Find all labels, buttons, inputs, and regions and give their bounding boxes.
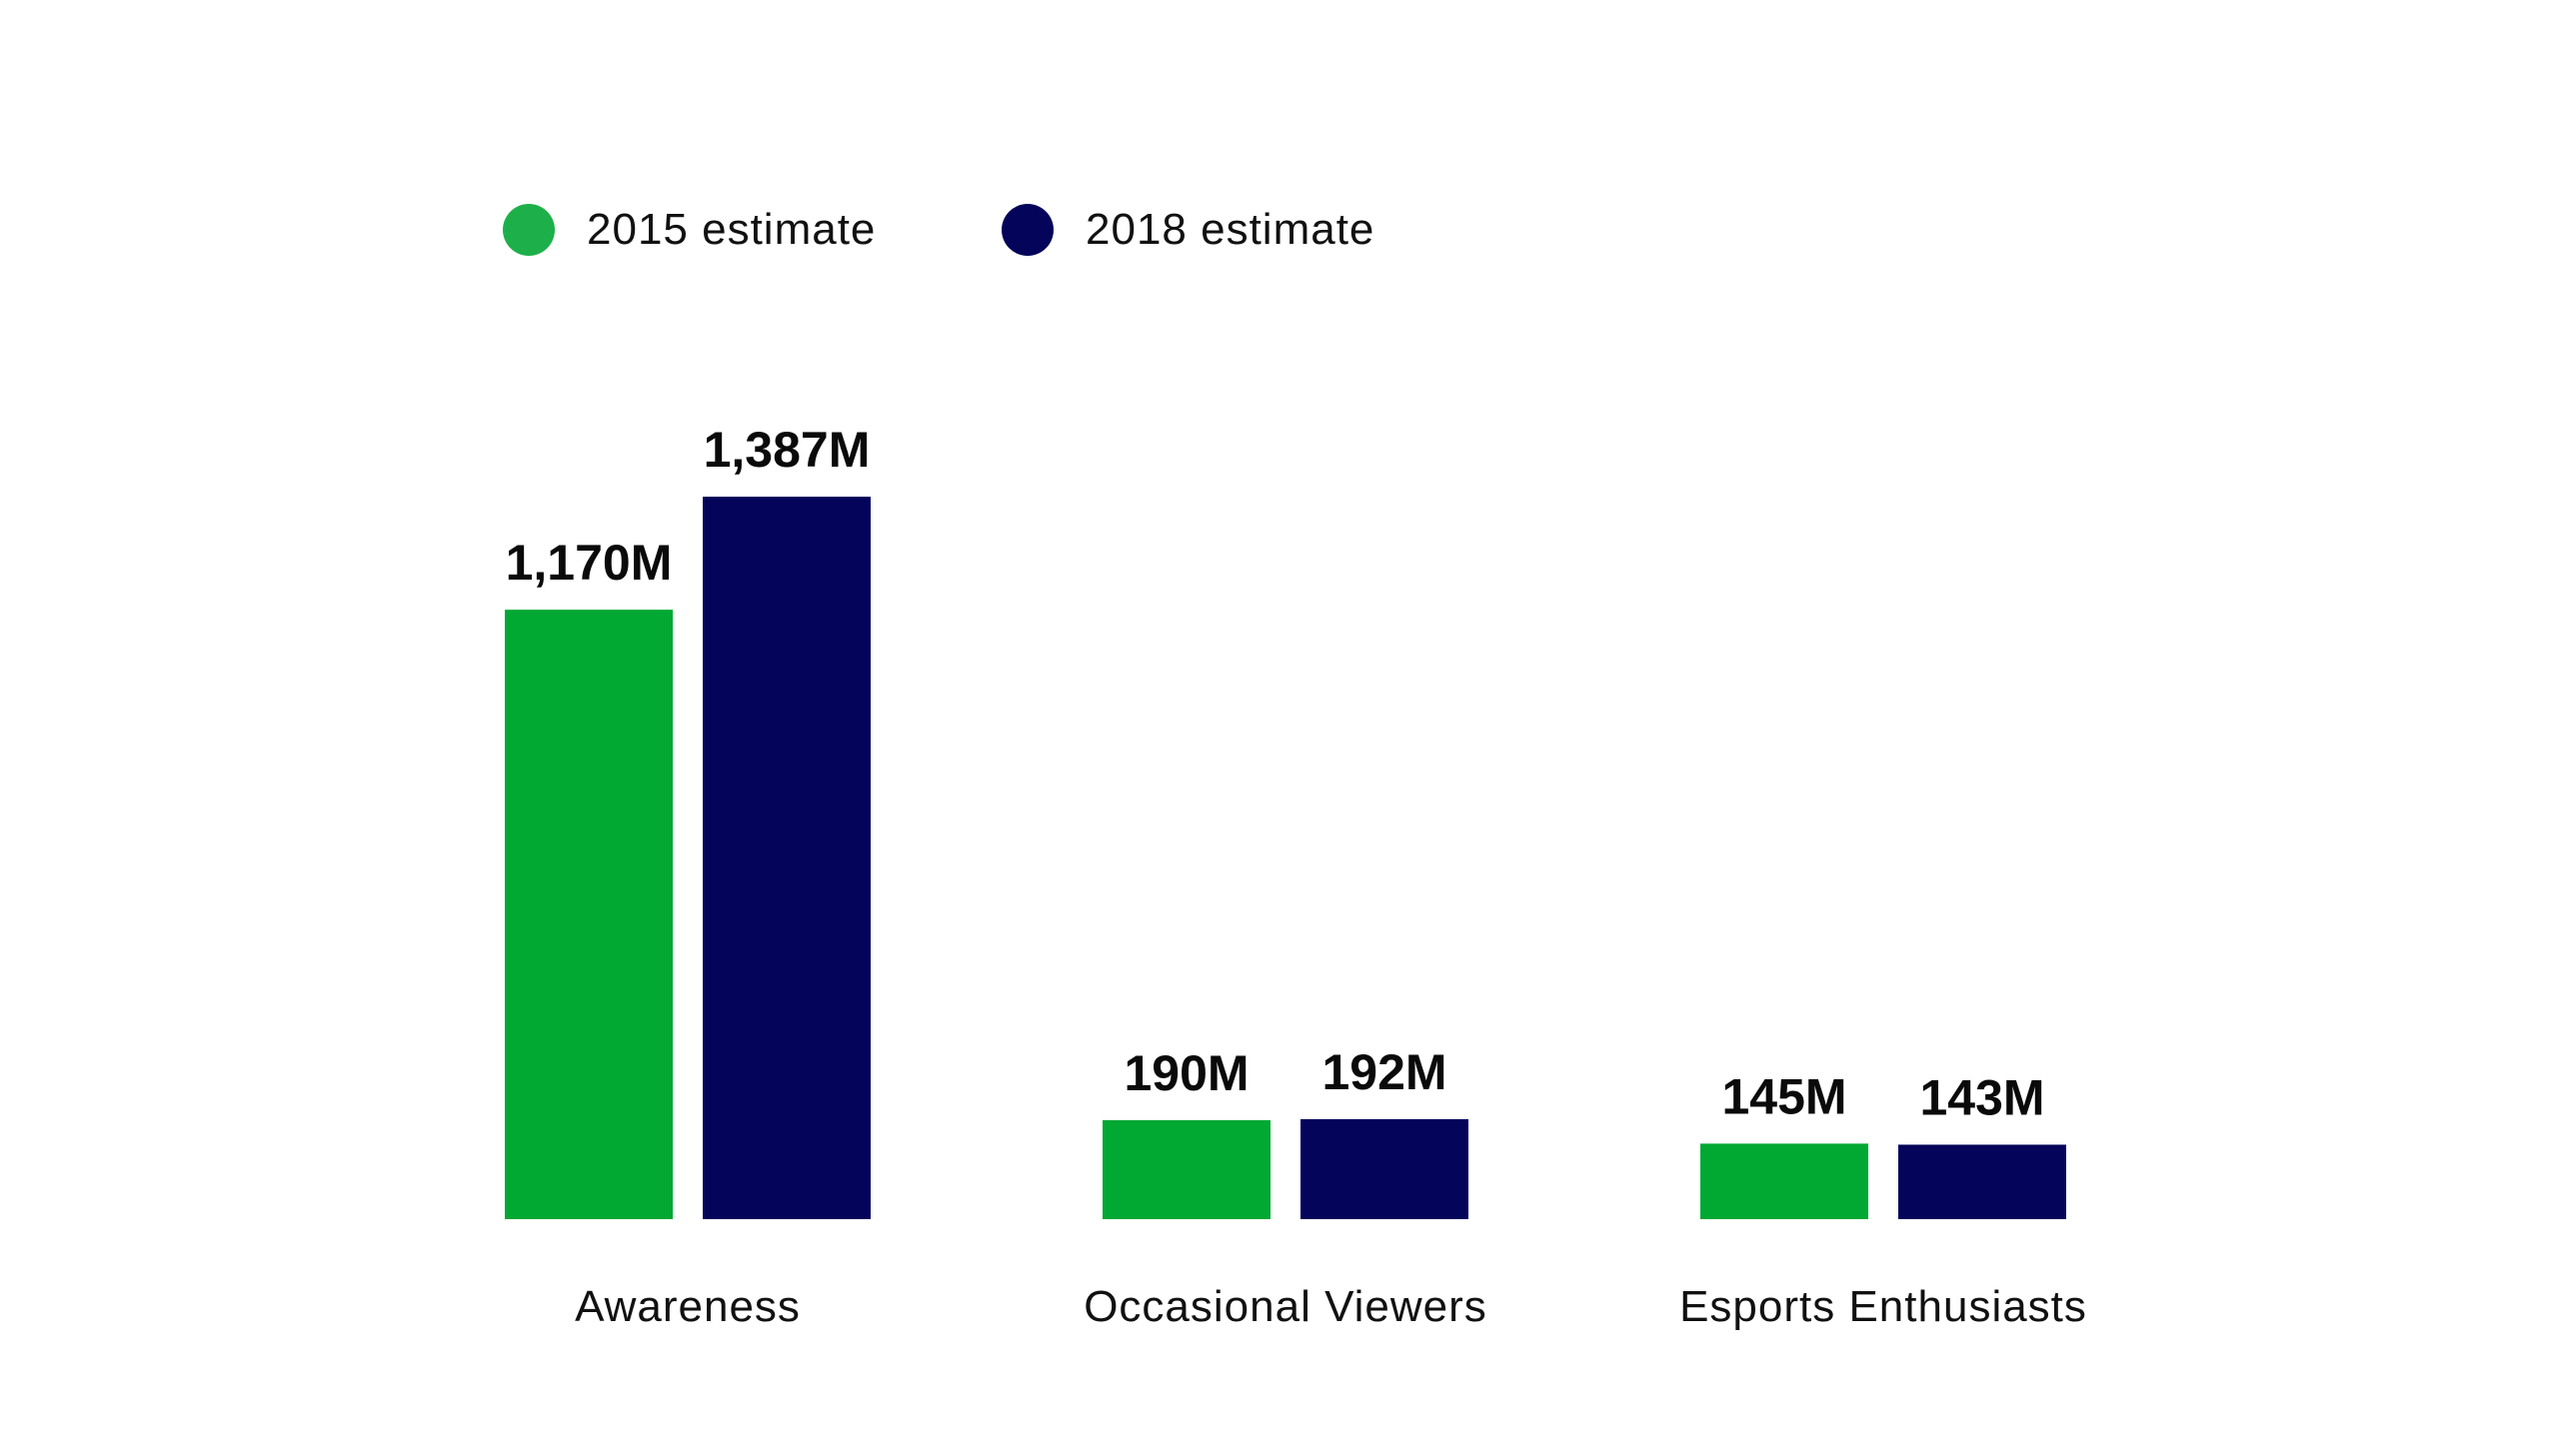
legend-label-2015: 2015 estimate	[587, 205, 877, 254]
bar-occasional-viewers-2018	[1300, 1118, 1468, 1219]
bar-occasional-viewers-2015	[1103, 1119, 1271, 1219]
legend-item-2015: 2015 estimate	[503, 200, 876, 260]
legend-swatch-2018	[1002, 204, 1054, 256]
data-label-awareness-2018: 1,387M	[704, 422, 871, 478]
legend-item-2018: 2018 estimate	[1002, 200, 1374, 260]
data-label-esports-enthusiasts-2015: 145M	[1721, 1068, 1846, 1124]
legend: 2015 estimate 2018 estimate	[0, 0, 2559, 300]
legend-label-2018: 2018 estimate	[1086, 205, 1375, 254]
category-label-occasional-viewers: Occasional Viewers	[1084, 1282, 1487, 1331]
data-label-esports-enthusiasts-2018: 143M	[1919, 1069, 2044, 1125]
legend-swatch-2015	[503, 204, 555, 256]
bar-awareness-2018	[703, 497, 871, 1219]
bar-esports-enthusiasts-2018	[1898, 1144, 2066, 1219]
data-label-occasional-viewers-2018: 192M	[1321, 1044, 1446, 1100]
data-label-occasional-viewers-2015: 190M	[1124, 1045, 1249, 1101]
data-label-awareness-2015: 1,170M	[506, 535, 673, 591]
category-label-esports-enthusiasts: Esports Enthusiasts	[1679, 1282, 2087, 1331]
bar-awareness-2015	[505, 610, 673, 1219]
category-label-awareness: Awareness	[575, 1282, 801, 1331]
bar-esports-enthusiasts-2015	[1700, 1143, 1868, 1219]
